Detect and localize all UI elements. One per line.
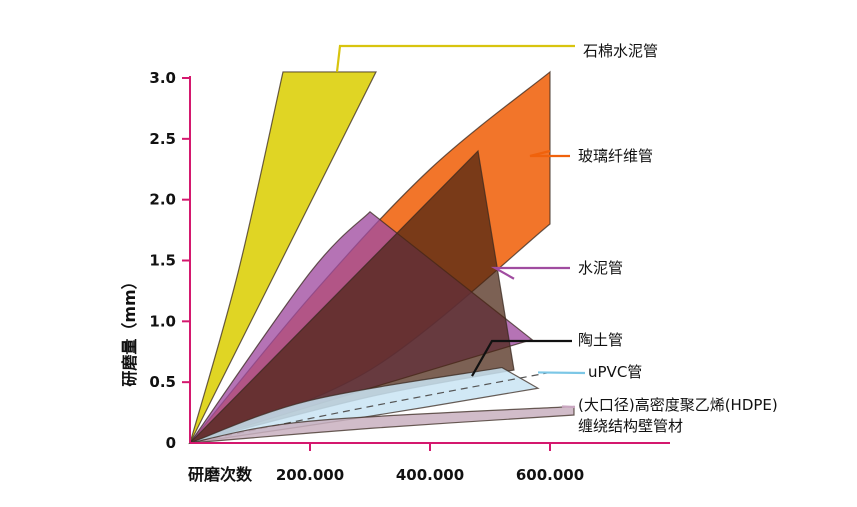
y-tick-label: 0.5: [149, 373, 176, 391]
legend-leader-asbestos: [335, 44, 575, 73]
y-tick-label: 1.5: [149, 252, 176, 270]
band-upvc-midline: [189, 371, 551, 444]
legend-label-asbestos: 石棉水泥管: [583, 42, 658, 60]
y-tick-label: 3.0: [149, 69, 176, 87]
x-tick-label: 200.000: [276, 466, 344, 484]
x-axis-label: 研磨次数: [188, 465, 253, 484]
y-tick-label: 0: [166, 434, 176, 452]
legend-label-hdpe: (大口径)高密度聚乙烯(HDPE): [578, 396, 778, 414]
legend-label-concrete: 水泥管: [578, 259, 623, 277]
y-tick-label: 1.0: [149, 312, 176, 330]
legend-leader-frp: [529, 149, 570, 158]
band-hdpe: [189, 405, 575, 444]
legend-leader-concrete: [490, 266, 570, 280]
legend-label-clay: 陶土管: [578, 331, 623, 349]
y-tick-label: 2.0: [149, 191, 176, 209]
legend-label-hdpe-line2: 缠绕结构壁管材: [578, 417, 683, 435]
legend-leader-hdpe: [561, 405, 576, 409]
y-axis-label: 研磨量（mm）: [120, 273, 139, 386]
chart-axes: 0 0.5 1.0 1.5 2.0 2.5 3.0 200.000 400.000 600.000: [149, 69, 670, 484]
x-tick-label: 400.000: [396, 466, 464, 484]
x-tick-label: 600.000: [516, 466, 584, 484]
band-asbestos: [189, 71, 377, 444]
chart-bands: [188, 70, 575, 445]
legend-leader-upvc: [537, 371, 586, 375]
legend-label-frp: 玻璃纤维管: [578, 147, 653, 165]
y-tick-label: 2.5: [149, 130, 176, 148]
legend-leader-clay: [471, 339, 572, 377]
legend-label-upvc: uPVC管: [588, 363, 642, 381]
